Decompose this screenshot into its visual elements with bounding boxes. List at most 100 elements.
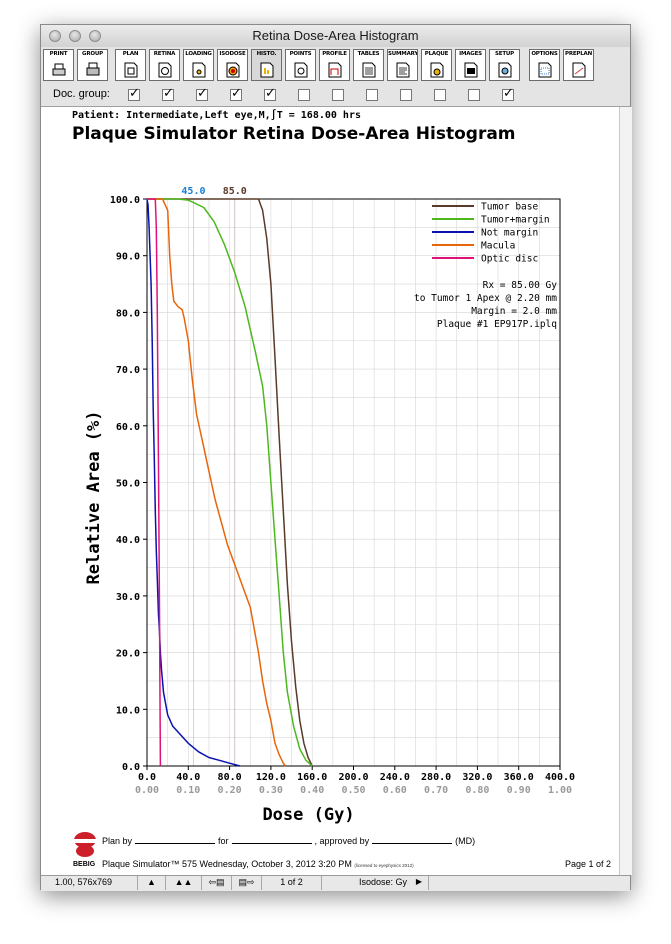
y-tick-label: 0.0	[122, 762, 140, 773]
y-tick-label: 70.0	[116, 365, 140, 376]
plan-doc-icon	[124, 62, 138, 78]
report-title: Plaque Simulator Retina Dose-Area Histog…	[72, 124, 516, 144]
checkmark-icon: ✓	[265, 85, 276, 100]
x-tick-label: 160.0	[297, 772, 327, 783]
points-label: POINTS	[289, 51, 312, 57]
profile-label: PROFILE	[322, 51, 347, 57]
x-tick-label-fraction: 0.40	[300, 785, 324, 796]
x-tick-label: 280.0	[421, 772, 451, 783]
y-tick-label: 100.0	[110, 195, 140, 206]
points-doc-icon	[294, 62, 308, 78]
doc-group-row: Doc. group: ✓ ✓ ✓ ✓ ✓ ✓	[41, 85, 630, 107]
doc-group-checkbox[interactable]	[400, 89, 412, 101]
print-label: PRINT	[49, 51, 68, 57]
bebig-brand: BEBIG	[73, 861, 96, 868]
plaque-button[interactable]: PLAQUE	[421, 49, 452, 81]
doc-group-checkbox[interactable]: ✓	[264, 85, 276, 101]
doc-group-checkbox[interactable]: ✓	[128, 86, 140, 101]
histogram-window: Retina Dose-Area Histogram PRINT GROUP P…	[40, 24, 632, 891]
minimize-window-icon[interactable]	[69, 30, 81, 42]
group-label: GROUP	[82, 51, 103, 57]
doc-group-checkbox[interactable]: ✓	[162, 86, 174, 101]
popup-arrow-icon: ▶	[415, 877, 422, 886]
doc-group-checkbox[interactable]	[434, 89, 446, 101]
loading-button[interactable]: LOADING	[183, 49, 214, 81]
tables-button[interactable]: TABLES	[353, 49, 384, 81]
doc-group-checkbox[interactable]: ✓	[196, 85, 208, 101]
doc-group-checkbox[interactable]: ✓	[502, 86, 514, 101]
points-button[interactable]: POINTS	[285, 49, 316, 81]
zoom-in-button[interactable]: ▲▲	[166, 876, 202, 890]
images-button[interactable]: IMAGES	[455, 49, 486, 81]
rx-info-line: Plaque #1 EP917P.iplq	[437, 319, 557, 330]
doc-group-checkbox[interactable]	[366, 89, 378, 101]
title-bar[interactable]: Retina Dose-Area Histogram	[41, 25, 630, 48]
summary-button[interactable]: SUMMARY	[387, 49, 418, 81]
bebig-logo-icon	[74, 832, 96, 857]
checkmark-icon: ✓	[231, 85, 242, 100]
doc-group-checkbox[interactable]	[298, 89, 310, 101]
x-tick-label-fraction: 0.80	[465, 785, 489, 796]
isodose-doc-icon	[226, 62, 240, 78]
histogram-doc-icon	[260, 62, 274, 78]
series-line-macula	[147, 198, 286, 767]
y-tick-label: 40.0	[116, 535, 140, 546]
page-indicator: 1 of 2	[262, 876, 322, 890]
x-tick-label-fraction: 0.50	[341, 785, 365, 796]
setup-button[interactable]: SETUP	[489, 49, 520, 81]
retina-label: RETINA	[153, 51, 176, 57]
tables-label: TABLES	[357, 51, 380, 57]
vertical-scrollbar[interactable]	[619, 107, 632, 875]
isodose-units-popup[interactable]: Isodose: Gy ▶	[341, 876, 429, 890]
y-axis-label: Relative Area (%)	[84, 411, 104, 585]
x-tick-label: 80.0	[218, 772, 242, 783]
x-tick-label-fraction: 0.20	[218, 785, 242, 796]
y-tick-label: 90.0	[116, 252, 140, 263]
close-window-icon[interactable]	[49, 30, 61, 42]
isodose-units-label: Isodose: Gy	[359, 877, 408, 887]
plan-button[interactable]: PLAN	[115, 49, 146, 81]
preplan-label: PREPLAN	[564, 51, 593, 57]
summary-doc-icon	[396, 62, 410, 78]
zoom-out-button[interactable]: ▲	[138, 876, 166, 890]
isodose-button[interactable]: ISODOSE	[217, 49, 248, 81]
histo-button[interactable]: HISTO.	[251, 49, 282, 81]
for-label: for	[218, 836, 229, 846]
doc-group-label: Doc. group:	[53, 88, 110, 100]
rx-info-line: to Tumor 1 Apex @ 2.20 mm	[414, 293, 557, 304]
x-tick-label-fraction: 0.90	[507, 785, 531, 796]
approved-by-field	[372, 834, 453, 844]
x-tick-label: 360.0	[504, 772, 534, 783]
summary-label: SUMMARY	[388, 51, 417, 57]
preplan-button[interactable]: PREPLAN	[563, 49, 594, 81]
tables-doc-icon	[362, 62, 376, 78]
previous-page-button[interactable]: ⇦▤	[202, 876, 232, 890]
checkmark-icon: ✓	[197, 85, 208, 100]
profile-button[interactable]: PROFILE	[319, 49, 350, 81]
images-doc-icon	[464, 62, 478, 78]
options-button[interactable]: OPTIONS	[529, 49, 560, 81]
series-line-tumor-margin	[147, 198, 313, 767]
y-tick-label: 60.0	[116, 422, 140, 433]
double-arrow-up-icon: ▲▲	[174, 877, 193, 887]
y-tick-label: 80.0	[116, 308, 140, 319]
doc-group-checkbox[interactable]: ✓	[230, 85, 242, 101]
print-button[interactable]: PRINT	[43, 49, 74, 81]
y-tick-label: 50.0	[116, 479, 140, 490]
x-tick-label-fraction: 0.70	[424, 785, 448, 796]
plan-label: PLAN	[122, 51, 139, 57]
zoom-window-icon[interactable]	[89, 30, 101, 42]
toolbar: PRINT GROUP PLAN RETINA LOADING ISODOSE …	[41, 47, 630, 86]
prev-page-icon: ⇦▤	[208, 877, 225, 887]
doc-group-checkbox[interactable]	[332, 89, 344, 101]
report-page: Patient: Intermediate,Left eye,M,∫T = 16…	[41, 107, 619, 875]
options-doc-icon	[538, 62, 552, 78]
dose-marker-label: 85.0	[223, 186, 247, 197]
simulator-version-date: Plaque Simulator™ 575 Wednesday, October…	[102, 859, 352, 869]
images-label: IMAGES	[459, 51, 482, 57]
retina-button[interactable]: RETINA	[149, 49, 180, 81]
setup-label: SETUP	[495, 51, 514, 57]
next-page-button[interactable]: ▤⇨	[232, 876, 262, 890]
group-button[interactable]: GROUP	[77, 49, 108, 81]
doc-group-checkbox[interactable]	[468, 89, 480, 101]
